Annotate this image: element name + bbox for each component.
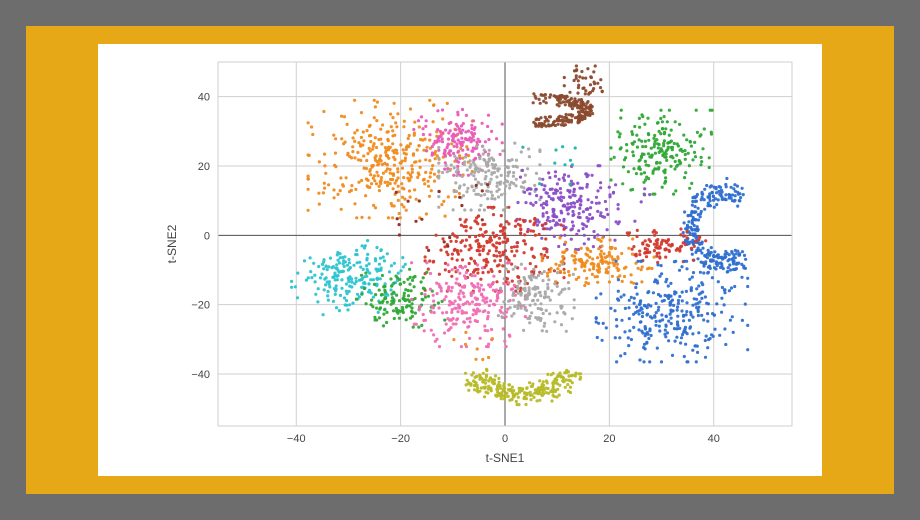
svg-text:−40: −40 — [191, 369, 210, 381]
svg-text:0: 0 — [502, 433, 508, 445]
gold-frame: −40 −20 0 20 40 −40 −20 0 20 40 t-SNE1 t-SNE2 — [26, 26, 894, 494]
svg-text:0: 0 — [204, 230, 210, 242]
svg-text:40: 40 — [708, 433, 720, 445]
svg-text:−40: −40 — [287, 433, 306, 445]
y-axis-label: t-SNE2 — [165, 224, 179, 263]
x-axis-label: t-SNE1 — [486, 451, 525, 465]
svg-text:40: 40 — [198, 92, 210, 104]
tsne-scatter-chart: −40 −20 0 20 40 −40 −20 0 20 40 t-SNE1 t-SNE2 — [98, 44, 822, 476]
svg-text:−20: −20 — [191, 300, 210, 312]
svg-text:−20: −20 — [391, 433, 410, 445]
outer-frame: −40 −20 0 20 40 −40 −20 0 20 40 t-SNE1 t-SNE2 — [0, 0, 920, 520]
plot-card: −40 −20 0 20 40 −40 −20 0 20 40 t-SNE1 t-SNE2 — [98, 44, 822, 476]
svg-text:20: 20 — [198, 161, 210, 173]
svg-text:20: 20 — [603, 433, 615, 445]
